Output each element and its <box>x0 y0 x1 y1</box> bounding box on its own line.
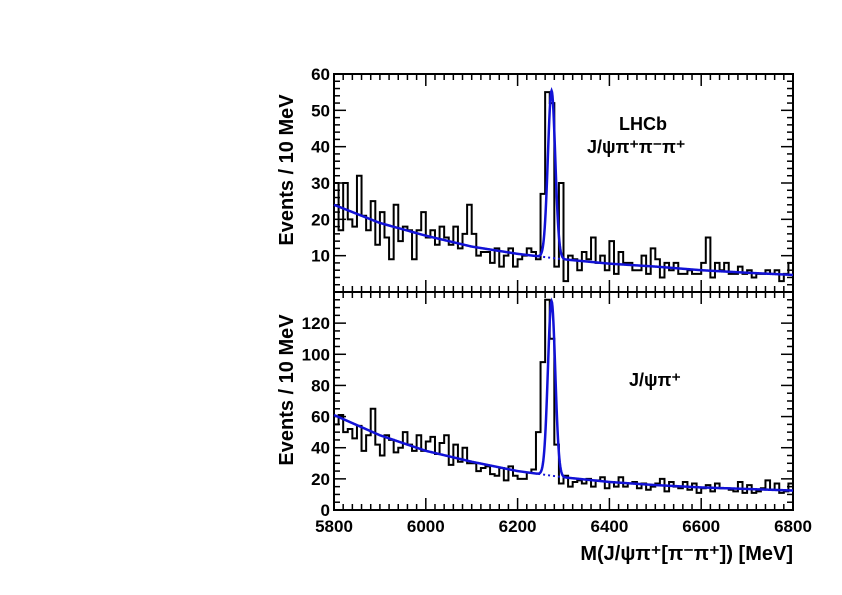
top-histogram <box>334 91 793 283</box>
x-tick-label: 5800 <box>315 517 353 536</box>
bottom-y-tick-label: 40 <box>311 439 330 458</box>
bottom-y-tick-label: 100 <box>302 345 330 364</box>
bottom-histogram <box>334 298 793 494</box>
bottom-y-tick-label: 0 <box>321 501 330 520</box>
top-y-tick-label: 10 <box>311 247 330 266</box>
top-background-curve <box>533 254 571 261</box>
bottom-channel-label: J/ψπ⁺ <box>629 370 681 390</box>
top-y-axis-title: Events / 10 MeV <box>276 94 298 246</box>
top-y-tick-label: 60 <box>311 65 330 84</box>
x-tick-label: 6400 <box>590 517 628 536</box>
bottom-fit-curve <box>333 297 794 492</box>
lhcb-label: LHCb <box>619 114 667 134</box>
x-tick-label: 6000 <box>407 517 445 536</box>
top-y-tick-label: 50 <box>311 101 330 120</box>
bottom-y-tick-label: 60 <box>311 408 330 427</box>
x-tick-label: 6800 <box>774 517 812 536</box>
top-y-tick-label: 30 <box>311 174 330 193</box>
top-panel: 10 20 30 40 50 60 <box>311 65 794 293</box>
bottom-panel: 0 20 40 60 80 100 120 5800 6000 6200 6400 6600 6800 <box>302 291 812 536</box>
x-tick-label: 6600 <box>682 517 720 536</box>
top-channel-label: J/ψπ⁺π⁻π⁺ <box>587 137 685 157</box>
bottom-y-tick-label: 120 <box>302 314 330 333</box>
bottom-y-axis-title: Events / 10 MeV <box>276 314 298 466</box>
bottom-y-tick-label: 20 <box>311 470 330 489</box>
x-axis-title: M(J/ψπ⁺[π⁻π⁺]) [MeV] <box>580 543 793 565</box>
top-y-tick-label: 20 <box>311 210 330 229</box>
bottom-y-tick-label: 80 <box>311 376 330 395</box>
x-tick-label: 6200 <box>499 517 537 536</box>
top-y-tick-label: 40 <box>311 138 330 157</box>
bottom-background-curve <box>533 472 571 479</box>
